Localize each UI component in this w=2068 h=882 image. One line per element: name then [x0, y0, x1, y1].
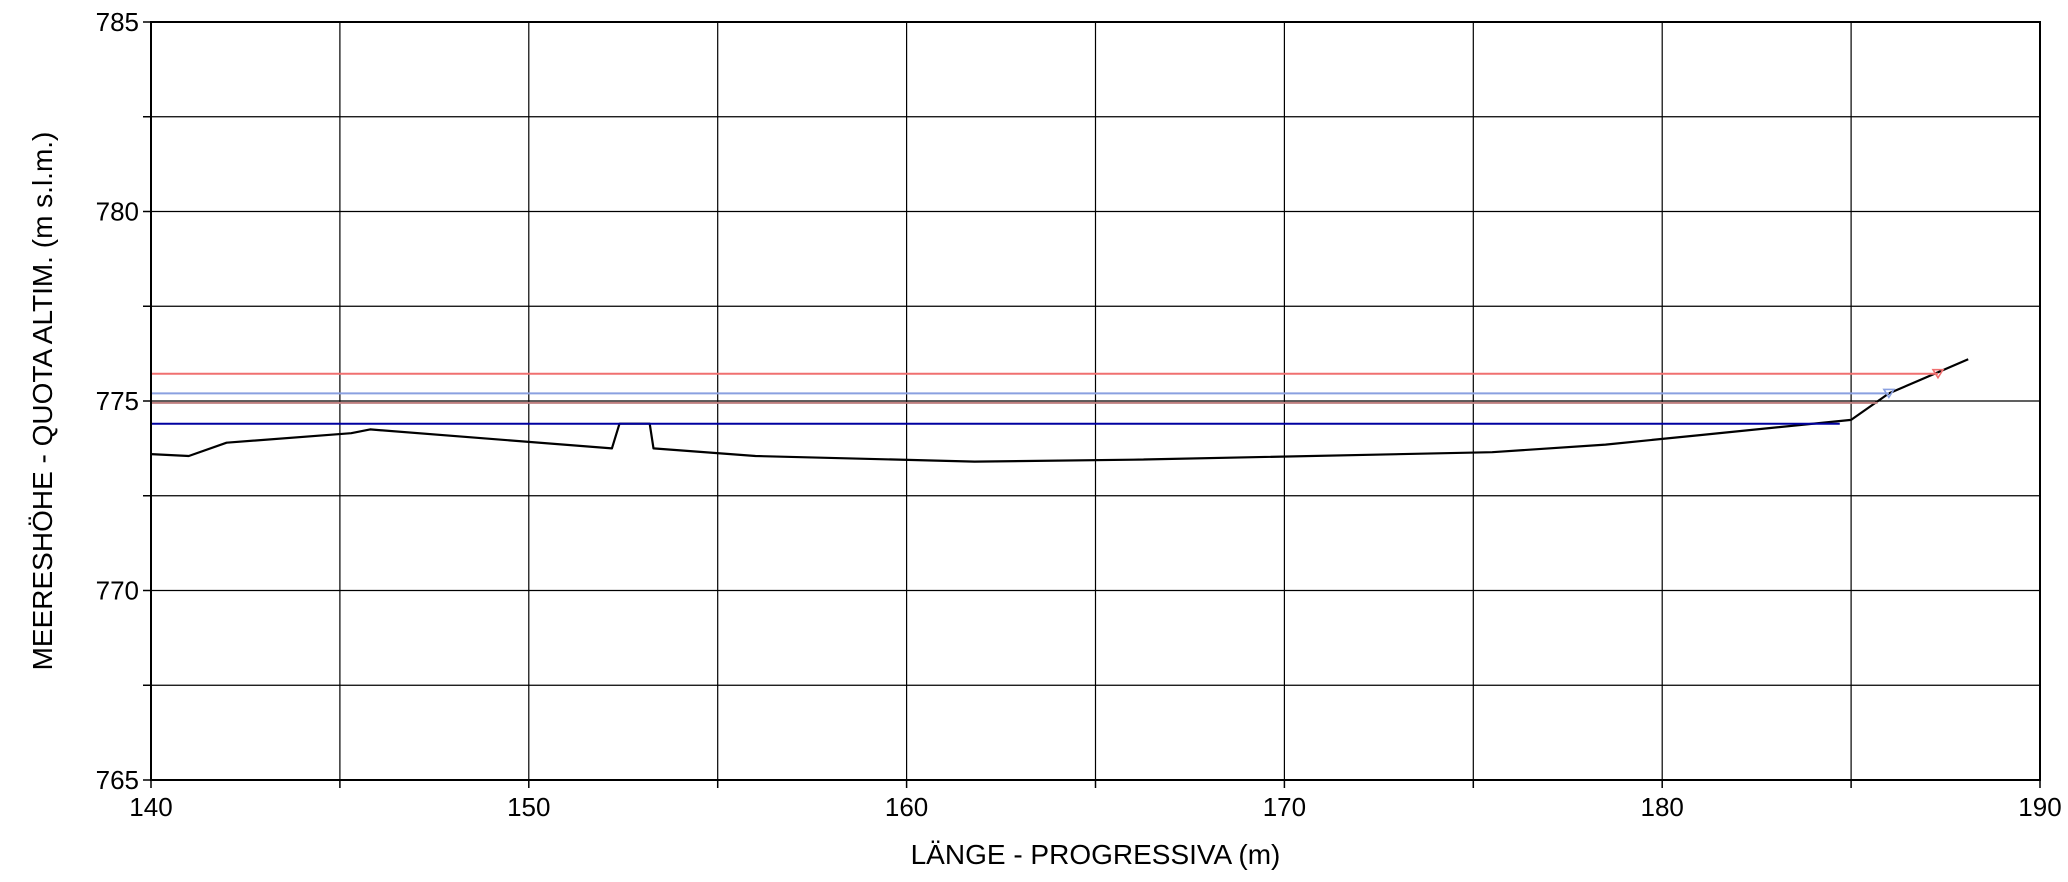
ground-profile-line: [150, 358, 1969, 463]
x-tick-label: 140: [129, 792, 172, 822]
x-tick-label: 190: [2018, 792, 2061, 822]
y-axis-title: MEERESHÖHE - QUOTA ALTIM. (m s.l.m.): [27, 132, 58, 671]
grid: [143, 21, 2041, 788]
x-axis-title: LÄNGE - PROGRESSIVA (m): [911, 839, 1281, 870]
y-tick-label: 770: [96, 576, 139, 606]
red-triangle-marker: [1931, 368, 1945, 380]
x-tick-label: 180: [1641, 792, 1684, 822]
y-tick-label: 780: [96, 197, 139, 227]
x-tick-label: 150: [507, 792, 550, 822]
y-tick-label: 775: [96, 386, 139, 416]
x-tick-label: 170: [1263, 792, 1306, 822]
blue-triangle-marker: [1882, 388, 1896, 399]
y-tick-label: 765: [96, 765, 139, 795]
x-tick-label: 160: [885, 792, 928, 822]
plot-frame: [150, 21, 2041, 781]
series-layer: [150, 358, 1969, 463]
y-tick-label: 785: [96, 7, 139, 37]
tick-labels: 140 150 160 170 180 190 765 770 775 780 785: [96, 7, 2062, 822]
